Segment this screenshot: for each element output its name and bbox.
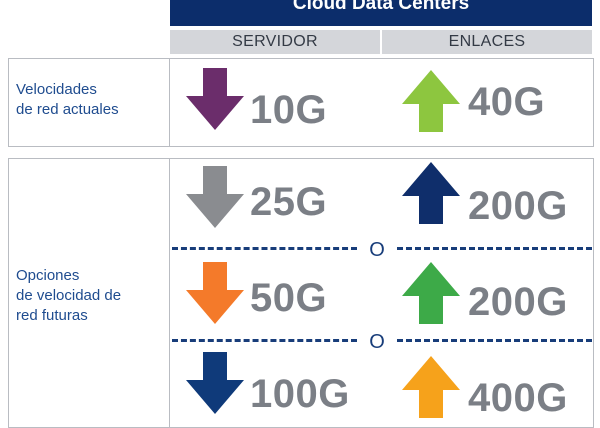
arrow-up-shape [402,70,460,132]
option-2-link-speed: 200G [468,280,568,324]
panel-divider [169,158,170,428]
separator-line [397,247,592,250]
arrow-down-icon [186,262,244,324]
diagram-title: Cloud Data Centers [170,0,592,26]
arrow-up-shape [402,356,460,418]
option-2-server-speed: 50G [250,276,328,320]
future-options-label: Opciones de velocidad de red futuras [16,267,122,324]
option-1-server-speed: 25G [250,180,328,224]
option-3-server-speed: 100G [250,372,350,416]
current-link-speed: 40G [468,80,546,124]
column-header-links: ENLACES [382,30,592,54]
arrow-up-icon [402,262,460,324]
separator-line [172,247,357,250]
current-speeds-panel [8,58,594,147]
separator-or: O [369,331,385,353]
arrow-up-icon [402,70,460,132]
arrow-up-shape [402,162,460,224]
arrow-up-shape [402,262,460,324]
current-server-speed: 10G [250,88,328,132]
arrow-down-icon [186,352,244,414]
separator-or: O [369,239,385,261]
current-speeds-label: Velocidades de red actuales [16,81,119,118]
arrow-down-shape [186,68,244,130]
separator-line [397,339,592,342]
option-1-link-speed: 200G [468,184,568,228]
arrow-down-shape [186,352,244,414]
arrow-down-icon [186,166,244,228]
panel-divider [169,58,170,147]
separator-line [172,339,357,342]
column-header-server: SERVIDOR [170,30,380,54]
arrow-down-shape [186,262,244,324]
arrow-up-icon [402,356,460,418]
arrow-down-shape [186,166,244,228]
arrow-down-icon [186,68,244,130]
arrow-up-icon [402,162,460,224]
future-options-panel [8,158,594,428]
option-3-link-speed: 400G [468,376,568,420]
